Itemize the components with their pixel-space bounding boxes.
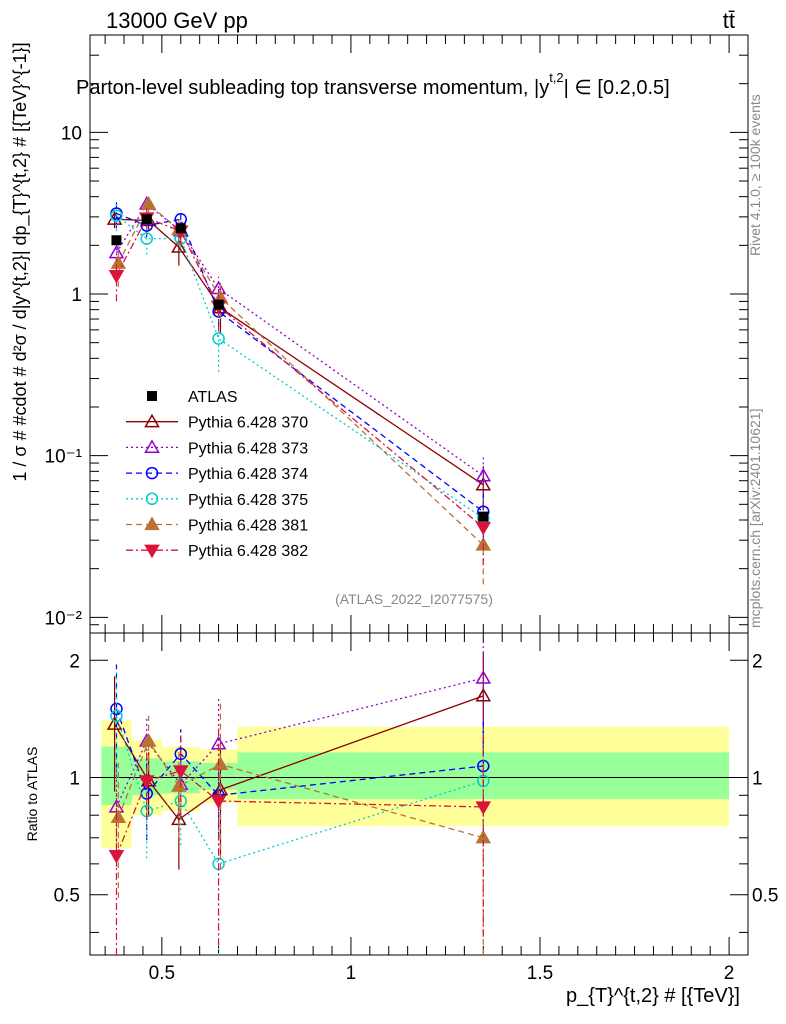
ratio-point [108, 798, 125, 813]
ratio-y-tick-label: 1 [69, 768, 80, 789]
atlas-data-point [111, 235, 122, 246]
process-label: tt̄ [723, 8, 735, 33]
main-y-tick-label: 10 [61, 123, 82, 144]
energy-label: 13000 GeV pp [106, 8, 248, 33]
ratio-panel-series [106, 636, 492, 955]
data-point [110, 255, 127, 269]
series-line [115, 203, 484, 477]
ratio-y-tick-label: 2 [69, 651, 80, 672]
atlas-data-point [175, 223, 186, 234]
ratio-point [138, 775, 155, 789]
legend-label: Pythia 6.428 374 [188, 466, 308, 483]
ratio-point [475, 670, 492, 684]
legend: ATLAS Pythia 6.428 370 Pythia 6.428 373 Pyt… [126, 389, 308, 560]
mcplots-label: mcplots.cern.ch [arXiv:2401.10621] [747, 409, 763, 628]
legend-marker [144, 413, 160, 428]
ratio-y-axis-label: Ratio to ATLAS [24, 747, 40, 842]
legend-entry-5: Pythia 6.428 381 [126, 516, 308, 535]
data-point [108, 269, 125, 284]
ratio-y-tick-label-right: 0.5 [752, 886, 778, 907]
ratio-point [110, 709, 123, 723]
ratio-y-tick-label-right: 2 [752, 651, 763, 672]
legend-marker [147, 391, 157, 401]
legend-marker [145, 492, 159, 506]
plot-title-rest: | ∈ [0.2,0.5] [564, 77, 670, 99]
legend-label: ATLAS [188, 389, 238, 406]
analysis-watermark: (ATLAS_2022_I2077575) [335, 591, 493, 607]
ratio-y-tick-label: 0.5 [54, 886, 80, 907]
atlas-data-point [141, 214, 152, 225]
legend-marker [144, 516, 160, 531]
series-line [117, 203, 484, 546]
x-axis-label: p_{T}^{t,2} # [{TeV}] [566, 985, 740, 1007]
legend-entry-3: Pythia 6.428 374 [126, 466, 308, 483]
ratio-y-tick-label-right: 1 [752, 768, 763, 789]
legend-entry-4: Pythia 6.428 375 [126, 492, 308, 509]
legend-entry-6: Pythia 6.428 382 [126, 543, 308, 560]
data-point [140, 232, 153, 245]
atlas-data-point [478, 511, 489, 522]
data-point [212, 332, 225, 345]
atlas-data [111, 214, 489, 522]
data-point [110, 209, 123, 222]
legend-label: Pythia 6.428 382 [188, 543, 308, 560]
data-point [475, 476, 492, 491]
ratio-point [172, 765, 189, 779]
data-point [475, 467, 492, 482]
ratio-point [174, 747, 188, 761]
series-main-1 [108, 195, 492, 505]
legend-entry-1: Pythia 6.428 370 [126, 413, 308, 432]
main-y-tick-label: 10⁻² [45, 608, 83, 629]
legend-entry-0: ATLAS [147, 389, 238, 406]
plot-title-sup: t,2 [549, 70, 563, 85]
ratio-point [212, 756, 229, 771]
ratio-frame [89, 632, 749, 956]
main-panel-axes: 10 1 10⁻¹ 10⁻² [45, 34, 749, 634]
main-panel-series [106, 194, 492, 585]
ratio-point [106, 716, 123, 730]
ratio-point [475, 801, 492, 815]
ratio-point [108, 849, 125, 864]
main-y-axis-label: 1 / σ # #cdot # d²σ / d|y^{t,2}| dp_{T}^… [10, 42, 31, 481]
data-point [108, 244, 125, 259]
plot-title: Parton-level subleading top transverse m… [76, 70, 670, 99]
series-main-2 [110, 201, 490, 541]
legend-label: Pythia 6.428 381 [188, 518, 308, 535]
ratio-uncertainty-bands [101, 720, 730, 848]
ratio-point [140, 733, 157, 747]
x-tick-label: 1 [346, 963, 357, 984]
ratio-point [110, 809, 127, 823]
legend-label: Pythia 6.428 370 [188, 415, 308, 432]
data-point [475, 521, 492, 536]
legend-marker [145, 466, 159, 480]
ratio-panel-axes: 0.5 0.5 1 1 2 2 0.5 1 1.5 2 [54, 632, 778, 984]
series-line [116, 212, 484, 513]
legend-marker [144, 544, 160, 559]
ratio-point [171, 778, 187, 792]
main-y-tick-label: 10⁻¹ [45, 447, 83, 468]
ratio-point [475, 687, 492, 702]
x-tick-label: 1.5 [527, 963, 553, 984]
x-tick-label: 2 [724, 963, 735, 984]
x-tick-label: 0.5 [149, 963, 175, 984]
legend-label: Pythia 6.428 375 [188, 492, 308, 509]
legend-entry-2: Pythia 6.428 373 [126, 439, 308, 457]
ratio-point [210, 795, 227, 810]
plot-title-main: Parton-level subleading top transverse m… [76, 77, 549, 99]
legend-label: Pythia 6.428 373 [188, 440, 308, 457]
rivet-version-label: Rivet 4.1.0, ≥ 100k events [747, 94, 763, 256]
data-point [171, 239, 187, 253]
main-y-tick-label: 1 [71, 285, 82, 306]
data-point [140, 196, 157, 210]
atlas-data-point [213, 299, 224, 310]
series-main-5 [108, 208, 492, 566]
legend-marker [144, 439, 160, 454]
series-ratio-line [117, 739, 484, 839]
series-ratio-5 [108, 724, 492, 955]
